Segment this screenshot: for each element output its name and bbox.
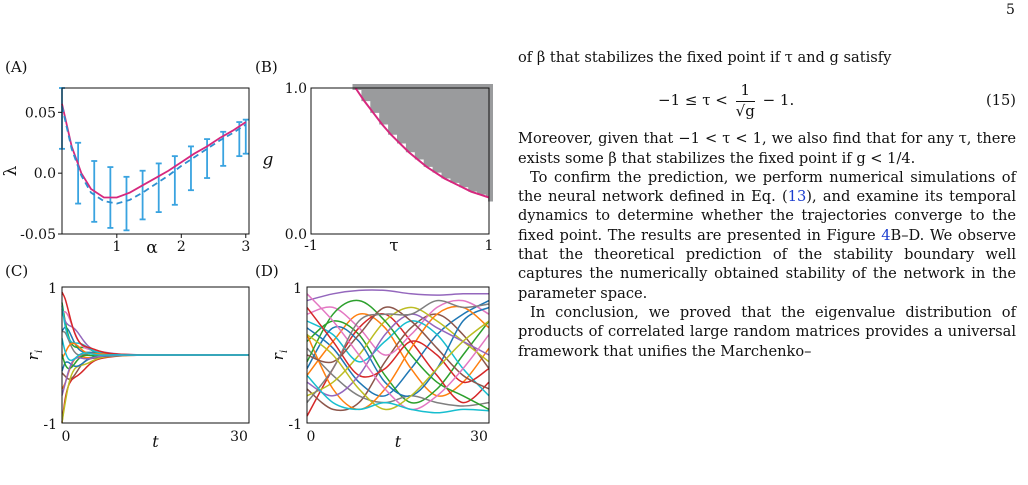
equation-rhs: − 1. [762, 91, 795, 110]
y-tick-label: -1 [288, 417, 302, 433]
trajectory-line [61, 291, 249, 356]
y-tick-label: 1.0 [285, 81, 307, 97]
x-axis-label: τ [389, 236, 398, 256]
y-axis-label-subscript: i [34, 350, 45, 353]
y-axis-label: g [263, 150, 274, 170]
fraction-numerator: 1 [735, 81, 755, 102]
unstable-region [352, 88, 489, 198]
trajectory-line [61, 326, 249, 356]
page-number: 5 [1006, 2, 1015, 18]
x-axis-label: t [395, 432, 402, 451]
figure-4: (A)-0.050.00.051 2 3αλ (B)1.00.0-1 1τg (C)1… [1, 58, 493, 451]
solid-line [61, 103, 247, 199]
y-tick-label: 1 [293, 281, 302, 297]
paragraph-3-part-a: To confirm the prediction, we perform nu… [518, 168, 1016, 206]
trajectory-line [61, 330, 249, 356]
plot-frame [310, 87, 490, 235]
trajectory-line [306, 306, 490, 397]
trajectory-line [306, 299, 490, 404]
fraction-denominator: √g [735, 101, 755, 120]
panel-a: (A) -0.05 0.0 0.05 1 2 3 α λ [1, 58, 250, 258]
x-tick-label: 0 [307, 429, 316, 445]
plot-frame [61, 286, 250, 424]
x-tick-label: 30 [470, 429, 488, 445]
x-tick-label: 1 [112, 239, 121, 255]
trajectory-line [306, 313, 490, 412]
y-tick-label: 0.0 [285, 227, 307, 243]
y-tick-label: -0.05 [20, 227, 56, 243]
y-tick-label: -1 [43, 417, 57, 433]
unstable-region-top [352, 84, 493, 90]
y-tick-label: 0.0 [34, 166, 56, 182]
paragraph-4: In conclusion, we proved that the eigenv… [518, 303, 1016, 360]
paragraph-3-part-c: B–D. We observe that the theoretical pre… [518, 226, 1016, 302]
trajectory-line [306, 320, 490, 397]
x-tick-label: 3 [241, 239, 250, 255]
trajectory-line [306, 313, 490, 397]
panel-label: (C) [5, 262, 28, 280]
equation-number: (15) [986, 92, 1016, 110]
paragraph-1: of β that stabilizes the fixed point if … [518, 49, 892, 66]
equation-body: −1 ≤ τ < 1 √g − 1. [658, 81, 794, 121]
y-tick-label: 0.05 [25, 105, 56, 121]
paragraph-3-part-b: ), and examine its temporal dynamics to … [518, 188, 1016, 244]
trajectory-line [306, 289, 490, 302]
paragraph-2: Moreover, given that −1 < τ < 1, we also… [518, 130, 1016, 167]
trajectory-line [61, 354, 249, 423]
x-tick-label: 2 [177, 239, 186, 255]
panel-d: (D) 1 -1 0 30 t ri [255, 262, 490, 451]
plot-frame [61, 87, 250, 235]
theory-dashed-line [61, 106, 247, 205]
trajectory-line [306, 293, 490, 411]
y-axis-label: ri [24, 350, 45, 360]
panel-c: (C) 1 -1 0 30 t ri [5, 262, 250, 451]
trajectory-line [61, 354, 249, 390]
paragraph-3: To confirm the prediction, we perform nu… [518, 168, 1016, 303]
panel-b: (B) 1.0 0.0-1 1 τ g [255, 58, 493, 256]
panel-label: (A) [5, 58, 28, 76]
y-axis-label: λ [1, 165, 21, 176]
trajectory-line [306, 347, 490, 407]
panel-label: (B) [255, 58, 278, 76]
trajectory-line [306, 306, 490, 390]
unstable-region-right [488, 84, 493, 202]
y-tick-label: 1 [48, 281, 57, 297]
x-tick-label: 0 [62, 429, 71, 445]
x-tick-label: 30 [230, 429, 248, 445]
y-axis-label-subscript: i [279, 350, 290, 353]
equation-fraction: 1 √g [735, 81, 755, 121]
figure-ref-link[interactable]: 4 [881, 226, 891, 244]
panel-label: (D) [255, 262, 279, 280]
trajectory-line [61, 354, 249, 396]
equation-lhs: −1 ≤ τ < [658, 91, 728, 110]
x-tick-label: 1 [485, 238, 494, 254]
trajectory-line [306, 374, 490, 414]
equation-ref-link[interactable]: 13 [787, 188, 807, 206]
body-text-column: of β that stabilizes the fixed point if … [518, 48, 1016, 361]
trajectory-line [61, 338, 249, 362]
equation-15: −1 ≤ τ < 1 √g − 1. (15) [518, 67, 1016, 129]
trajectory-line [61, 354, 249, 423]
trajectory-line [306, 299, 490, 356]
trajectory-line [306, 299, 490, 397]
plot-frame [306, 286, 490, 424]
x-axis-label: t [152, 432, 159, 451]
trajectory-line [306, 299, 490, 411]
y-axis-label: ri [269, 350, 290, 360]
trajectory-line [306, 306, 490, 384]
x-tick-label: -1 [304, 238, 318, 254]
x-axis-label: α [146, 238, 158, 258]
stability-boundary-curve [354, 87, 490, 199]
